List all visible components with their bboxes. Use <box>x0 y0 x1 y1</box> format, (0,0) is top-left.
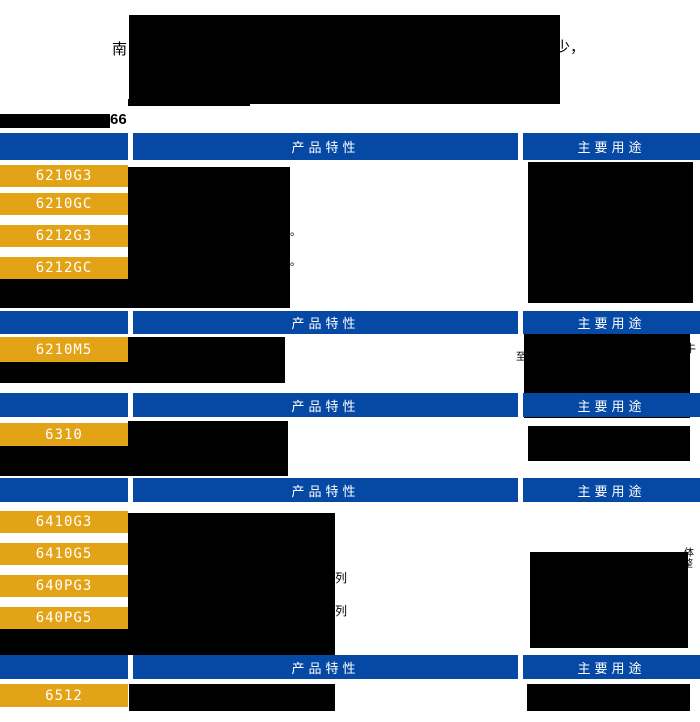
redacted-block <box>0 629 335 655</box>
header-cell-usage: 主要用途 <box>523 655 700 679</box>
redacted-caption-bar <box>0 114 110 128</box>
product-button-6212g3[interactable]: 6212G3 <box>0 225 128 247</box>
text-fragment: 列 <box>335 604 348 618</box>
header-cell-features: 产品特性 <box>133 133 518 160</box>
header-cell-product <box>0 133 128 160</box>
text-fragment: 。 <box>290 256 301 268</box>
header-cell-product <box>0 393 128 417</box>
header-cell-features: 产品特性 <box>133 478 518 502</box>
features-header-label: 产品特性 <box>291 483 360 499</box>
product-button-6210m5[interactable]: 6210M5 <box>0 337 128 362</box>
redacted-block <box>530 552 688 648</box>
redacted-block <box>0 446 288 476</box>
redacted-block <box>528 162 693 303</box>
text-fragment: 。 <box>290 226 301 238</box>
redacted-block <box>129 15 560 104</box>
product-button-640pg3[interactable]: 640PG3 <box>0 575 128 597</box>
redacted-block <box>0 362 285 383</box>
product-button-6410g3[interactable]: 6410G3 <box>0 511 128 533</box>
redacted-block <box>128 513 335 629</box>
product-button-6212gc[interactable]: 6212GC <box>0 257 128 279</box>
redacted-block <box>528 426 690 461</box>
header-cell-usage: 主要用途 <box>523 133 700 160</box>
header-cell-product <box>0 655 128 679</box>
product-button-6512[interactable]: 6512 <box>0 684 128 707</box>
header-cell-product <box>0 311 128 334</box>
features-header-label: 产品特性 <box>291 398 360 414</box>
text-fragment: 列 <box>335 571 348 585</box>
header-cell-features: 产品特性 <box>133 311 518 334</box>
redacted-block <box>0 279 290 308</box>
redacted-block <box>129 684 335 711</box>
text-fragment: 至 <box>516 352 526 363</box>
usage-header-label: 主要用途 <box>577 483 646 499</box>
header-cell-usage: 主要用途 <box>523 478 700 502</box>
header-cell-features: 产品特性 <box>133 393 518 417</box>
header-cell-product <box>0 478 128 502</box>
usage-header-label: 主要用途 <box>577 660 646 676</box>
redacted-block <box>128 99 250 106</box>
header-cell-usage: 主要用途 <box>523 393 700 417</box>
caption-number: 66 <box>110 111 127 128</box>
product-button-6210g3[interactable]: 6210G3 <box>0 165 128 187</box>
text-fragment: 少， <box>555 40 586 56</box>
text-fragment: 南 <box>112 42 128 58</box>
usage-header-label: 主要用途 <box>577 398 646 414</box>
usage-header-label: 主要用途 <box>577 140 646 155</box>
header-cell-features: 产品特性 <box>133 655 518 679</box>
usage-header-label: 主要用途 <box>577 316 646 331</box>
features-header-label: 产品特性 <box>291 660 360 676</box>
text-fragment: 牛 <box>685 343 696 355</box>
product-button-6410g5[interactable]: 6410G5 <box>0 543 128 565</box>
product-button-640pg5[interactable]: 640PG5 <box>0 607 128 629</box>
redacted-block <box>128 337 285 362</box>
redacted-block <box>128 421 288 446</box>
header-cell-usage: 主要用途 <box>523 311 700 334</box>
features-header-label: 产品特性 <box>291 140 360 155</box>
text-fragment: 体 <box>684 548 694 559</box>
product-button-6210gc[interactable]: 6210GC <box>0 193 128 215</box>
redacted-block <box>527 684 690 711</box>
redacted-block <box>128 167 290 279</box>
product-button-6310[interactable]: 6310 <box>0 423 128 446</box>
text-fragment: 整 <box>683 559 693 570</box>
features-header-label: 产品特性 <box>291 316 360 331</box>
